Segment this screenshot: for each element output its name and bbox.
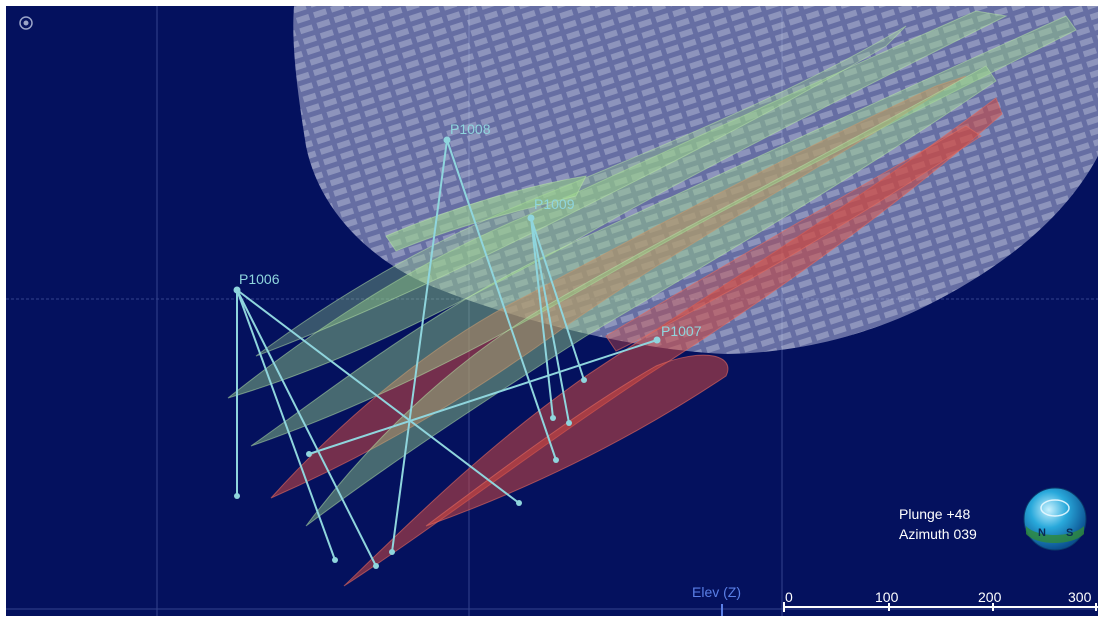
globe-compass-icon[interactable]: N S — [1022, 486, 1088, 552]
scale-tick-label: 200 — [978, 589, 1002, 605]
drillhole-label[interactable]: P1007 — [661, 323, 702, 339]
compass-letter-n: N — [1038, 527, 1046, 539]
drillhole-labels: P1008 P1009 P1006 P1007 — [239, 121, 702, 339]
compass-letter-s: S — [1066, 527, 1073, 539]
azimuth-readout: Azimuth 039 — [899, 526, 977, 542]
drillhole-traces — [236, 139, 658, 567]
drillhole-label[interactable]: P1009 — [534, 196, 575, 212]
scale-bar — [783, 602, 1098, 612]
green-surfaces — [227, 10, 1077, 527]
scale-tick-label: 0 — [785, 589, 793, 605]
drillhole-endpoints — [233, 136, 661, 569]
drillhole-label[interactable]: P1006 — [239, 271, 280, 287]
drillhole-label[interactable]: P1008 — [450, 121, 491, 137]
red-surfaces — [270, 75, 1003, 587]
scene-canvas[interactable]: P1008 P1009 P1006 P1007 — [6, 6, 1098, 616]
elev-axis-label: Elev (Z) — [692, 584, 741, 600]
3d-viewport[interactable]: P1008 P1009 P1006 P1007 Plunge +48 Azimu… — [6, 6, 1098, 616]
scale-tick-label: 100 — [875, 589, 899, 605]
scale-tick-label: 300 — [1068, 589, 1092, 605]
plunge-readout: Plunge +48 — [899, 506, 971, 522]
orientation-reset-icon[interactable] — [19, 16, 33, 30]
